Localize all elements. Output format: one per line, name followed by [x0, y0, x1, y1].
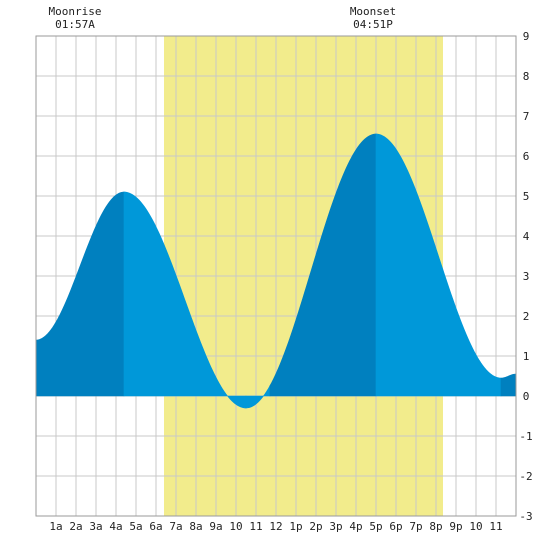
y-axis-ticks: -3 -2 -1 0 1 2 3 4 5 6 7 8 9	[519, 30, 532, 523]
x-tick-label: 11	[489, 520, 502, 533]
y-tick-label: 1	[523, 350, 530, 363]
x-tick-label: 10	[469, 520, 482, 533]
y-tick-label: 5	[523, 190, 530, 203]
x-tick-label: 6a	[149, 520, 162, 533]
y-tick-label: 8	[523, 70, 530, 83]
x-axis-ticks: 1a 2a 3a 4a 5a 6a 7a 8a 9a 10 11 12 1p 2p 3p 4p 5p 6p 7p 8p…	[49, 520, 502, 533]
x-tick-label: 7a	[169, 520, 182, 533]
x-tick-label: 1a	[49, 520, 62, 533]
moonrise-label: Moonrise	[49, 5, 102, 18]
plot-frame	[35, 35, 517, 517]
y-tick-label: 7	[523, 110, 530, 123]
x-tick-label: 6p	[389, 520, 402, 533]
x-tick-label: 3a	[89, 520, 102, 533]
tide-segment-dark	[269, 133, 377, 397]
x-tick-label: 10	[229, 520, 242, 533]
x-tick-label: 9a	[209, 520, 222, 533]
x-tick-label: 8p	[429, 520, 442, 533]
y-tick-label: 2	[523, 310, 530, 323]
y-tick-label: -3	[519, 510, 532, 523]
x-tick-label: 7p	[409, 520, 422, 533]
x-tick-label: 8a	[189, 520, 202, 533]
moonrise-time: 01:57A	[55, 18, 95, 31]
y-tick-label: -2	[519, 470, 532, 483]
x-tick-label: 9p	[449, 520, 462, 533]
tide-segment-light	[245, 384, 271, 409]
x-tick-label: 5p	[369, 520, 382, 533]
tide-segment-light	[123, 191, 247, 409]
tide-segment-light	[375, 133, 502, 397]
x-tick-label: 4a	[109, 520, 122, 533]
y-tick-label: -1	[519, 430, 532, 443]
x-tick-label: 12	[269, 520, 282, 533]
moonrise-annotation: Moonrise 01:57A	[49, 5, 102, 31]
y-tick-label: 6	[523, 150, 530, 163]
x-tick-label: 1p	[289, 520, 302, 533]
tide-area	[35, 133, 517, 409]
moonset-label: Moonset	[350, 5, 396, 18]
x-tick-label: 3p	[329, 520, 342, 533]
x-tick-label: 5a	[129, 520, 142, 533]
y-tick-label: 4	[523, 230, 530, 243]
y-tick-label: 0	[523, 390, 530, 403]
y-tick-label: 3	[523, 270, 530, 283]
x-tick-label: 2a	[69, 520, 82, 533]
moonset-time: 04:51P	[353, 18, 393, 31]
y-tick-label: 9	[523, 30, 530, 43]
tide-segment-dark	[35, 191, 125, 397]
x-tick-label: 11	[249, 520, 262, 533]
moonset-annotation: Moonset 04:51P	[350, 5, 396, 31]
x-tick-label: 2p	[309, 520, 322, 533]
x-tick-label: 4p	[349, 520, 362, 533]
